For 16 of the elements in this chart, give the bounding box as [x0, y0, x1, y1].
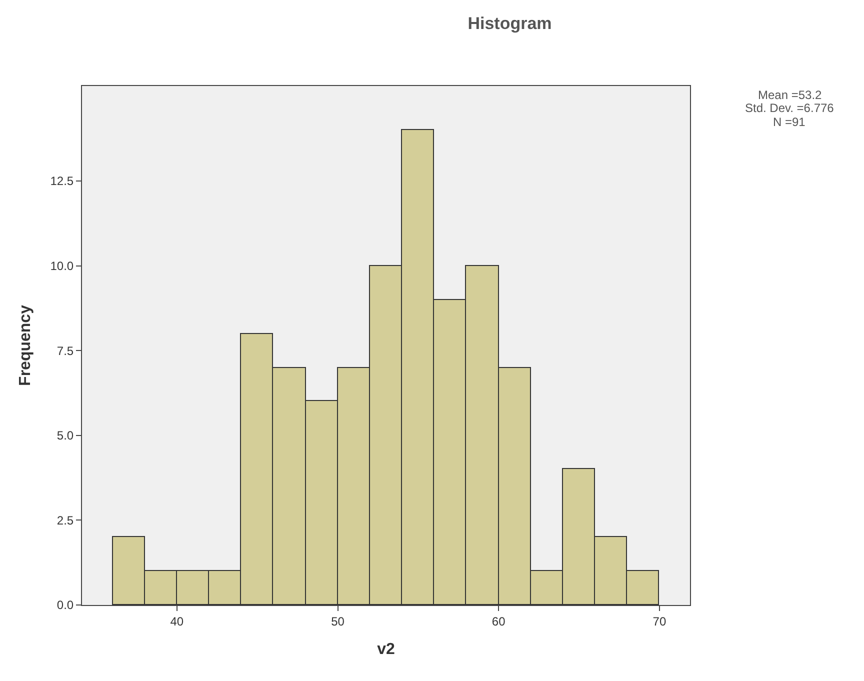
x-tick-label: 60 [492, 614, 506, 628]
x-axis-title: v2 [377, 641, 395, 658]
y-tick-label: 10.0 [50, 258, 74, 273]
text: Mean =53.2 [758, 88, 822, 102]
x-tick-label: 40 [170, 614, 184, 628]
text: N =91 [773, 115, 806, 129]
x-tick-label: 50 [331, 614, 345, 628]
x-tick-label: 70 [652, 614, 666, 628]
y-tick-label: 0.0 [56, 598, 74, 612]
chart-title: Histogram [468, 14, 552, 33]
y-tick-label: 12.5 [50, 174, 74, 188]
text: Std. Dev. =6.776 [745, 101, 834, 115]
y-axis-title: Frequency [17, 304, 34, 386]
y-tick-label: 5.0 [56, 428, 74, 443]
y-tick-label: 2.5 [56, 513, 74, 528]
y-tick-label: 7.5 [56, 344, 74, 358]
